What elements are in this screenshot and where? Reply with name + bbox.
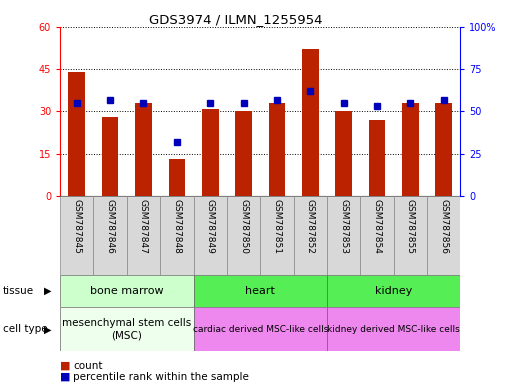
Bar xyxy=(60,196,94,275)
Text: cell type: cell type xyxy=(3,324,47,334)
Text: GSM787845: GSM787845 xyxy=(72,199,81,254)
Text: kidney derived MSC-like cells: kidney derived MSC-like cells xyxy=(327,325,460,334)
Text: cardiac derived MSC-like cells: cardiac derived MSC-like cells xyxy=(192,325,328,334)
Bar xyxy=(335,111,352,196)
Bar xyxy=(168,159,185,196)
Bar xyxy=(202,109,219,196)
Bar xyxy=(427,196,460,275)
Bar xyxy=(302,50,319,196)
Bar xyxy=(435,103,452,196)
Bar xyxy=(102,117,119,196)
Bar xyxy=(260,196,293,275)
Bar xyxy=(327,196,360,275)
Bar xyxy=(369,120,385,196)
Text: heart: heart xyxy=(245,286,275,296)
Bar xyxy=(327,307,460,351)
Text: GSM787847: GSM787847 xyxy=(139,199,148,254)
Bar xyxy=(194,307,327,351)
Text: count: count xyxy=(73,361,103,371)
Text: percentile rank within the sample: percentile rank within the sample xyxy=(73,372,249,382)
Bar xyxy=(194,196,227,275)
Text: mesenchymal stem cells
(MSC): mesenchymal stem cells (MSC) xyxy=(62,318,191,340)
Text: ▶: ▶ xyxy=(44,286,52,296)
Bar xyxy=(60,275,194,307)
Text: ■: ■ xyxy=(60,372,71,382)
Bar xyxy=(402,103,418,196)
Bar xyxy=(94,196,127,275)
Bar xyxy=(268,103,285,196)
Text: kidney: kidney xyxy=(375,286,412,296)
Text: ■: ■ xyxy=(60,361,71,371)
Bar xyxy=(327,275,460,307)
Bar xyxy=(160,196,194,275)
Bar xyxy=(127,196,160,275)
Bar xyxy=(60,307,194,351)
Bar xyxy=(69,72,85,196)
Text: GSM787846: GSM787846 xyxy=(106,199,115,254)
Bar xyxy=(394,196,427,275)
Bar xyxy=(194,275,327,307)
Text: GSM787853: GSM787853 xyxy=(339,199,348,254)
Bar xyxy=(227,196,260,275)
Bar xyxy=(235,111,252,196)
Text: GSM787852: GSM787852 xyxy=(306,199,315,254)
Text: GSM787856: GSM787856 xyxy=(439,199,448,254)
Text: GSM787850: GSM787850 xyxy=(239,199,248,254)
Bar xyxy=(293,196,327,275)
Text: GDS3974 / ILMN_1255954: GDS3974 / ILMN_1255954 xyxy=(149,13,322,26)
Text: bone marrow: bone marrow xyxy=(90,286,164,296)
Text: GSM787854: GSM787854 xyxy=(372,199,381,254)
Text: GSM787848: GSM787848 xyxy=(173,199,181,254)
Text: GSM787855: GSM787855 xyxy=(406,199,415,254)
Text: GSM787849: GSM787849 xyxy=(206,199,214,254)
Bar xyxy=(135,103,152,196)
Bar xyxy=(360,196,393,275)
Text: tissue: tissue xyxy=(3,286,34,296)
Text: GSM787851: GSM787851 xyxy=(272,199,281,254)
Text: ▶: ▶ xyxy=(44,324,52,334)
